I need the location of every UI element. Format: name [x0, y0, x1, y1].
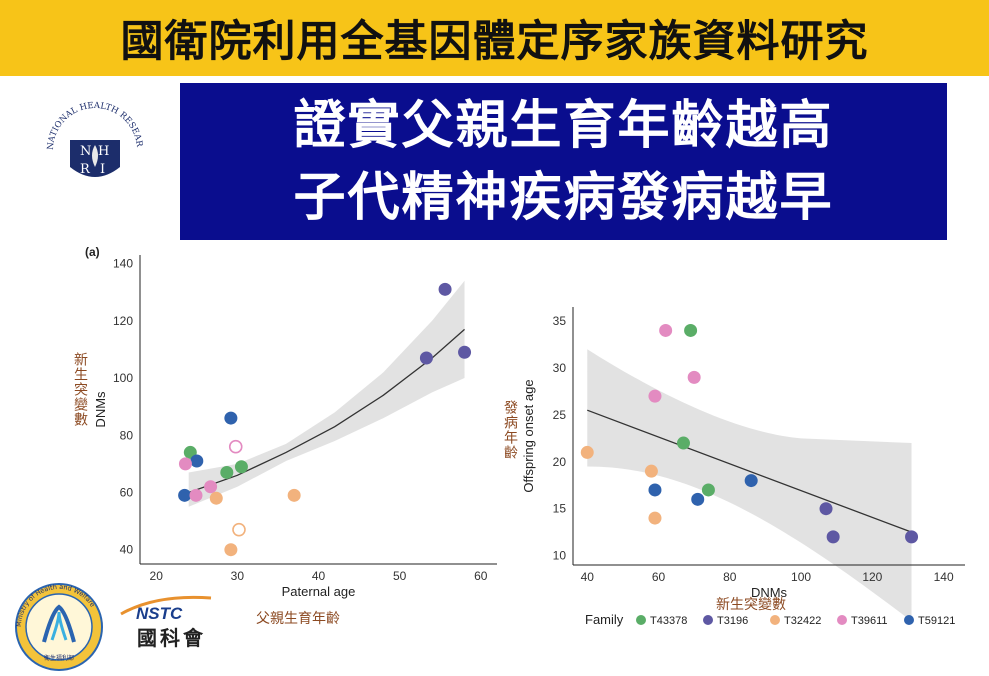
p2-point-T39611: [687, 370, 701, 384]
p1-x-tick: 30: [231, 569, 245, 583]
p1-point-T43378: [234, 460, 248, 474]
p2-point-T43378: [701, 483, 715, 497]
moh-zh-text: 衛生福利部: [44, 654, 74, 662]
p1-point-T59121: [190, 454, 204, 468]
p1-point-T3196: [419, 351, 433, 365]
p1-x-tick: 60: [474, 569, 488, 583]
p1-y-tick: 80: [120, 428, 134, 442]
p1-y-tick: 140: [113, 257, 133, 271]
legend-swatch-T43378: [636, 615, 646, 625]
nstc-wordmark: NSTC: [136, 604, 183, 623]
p2-y-tick: 25: [553, 408, 567, 422]
svg-text:N: N: [80, 144, 91, 159]
headline-line-1: 證實父親生育年齡越高: [293, 95, 834, 156]
legend-swatch-T3196: [703, 615, 713, 625]
p2-y-tick: 20: [553, 455, 567, 469]
p1-point-T32422: [224, 543, 238, 557]
p2-x-tick: 120: [862, 570, 882, 584]
legend-swatch-T59121: [904, 615, 914, 625]
p1-point-T39611: [204, 480, 218, 494]
svg-text:R: R: [80, 162, 91, 177]
p2-point-T39611: [659, 323, 673, 337]
nstc-zh-name: 國科會: [137, 626, 206, 650]
p1-point-T32422: [232, 522, 246, 537]
legend-label-T59121: T59121: [918, 615, 955, 627]
p1-x-axis-label: Paternal age: [282, 584, 356, 599]
p1-y-tick: 60: [120, 485, 134, 499]
p2-y-tick: 15: [553, 502, 567, 516]
banner-title: 國衛院利用全基因體定序家族資料研究: [120, 17, 869, 67]
title-banner: 國衛院利用全基因體定序家族資料研究: [0, 0, 989, 76]
p2-y-tick: 10: [553, 549, 567, 563]
p1-point-T3196: [438, 282, 452, 296]
nhri-logo: NATIONAL HEALTH RESEARCH INSTITUTES N H …: [40, 95, 144, 177]
p2-point-T3196: [905, 530, 919, 544]
p1-x-tick: 50: [393, 569, 407, 583]
headline-box: 證實父親生育年齡越高 子代精神疾病發病越早: [180, 83, 947, 240]
legend-label-T43378: T43378: [650, 615, 687, 627]
p1-point-T43378: [220, 465, 234, 479]
p2-point-T43378: [676, 436, 690, 450]
p2-point-T3196: [826, 530, 840, 544]
nstc-logo: NSTC: [120, 595, 212, 623]
right-y-zh-label: 發病年齡: [502, 400, 518, 460]
p2-x-tick: 100: [791, 570, 811, 584]
panel-label: (a): [85, 245, 100, 259]
p2-x-tick: 60: [652, 570, 666, 584]
p2-fit-line: [587, 409, 912, 533]
p2-point-T59121: [744, 474, 758, 488]
p1-y-tick: 40: [120, 543, 134, 557]
legend-swatch-T32422: [770, 615, 780, 625]
svg-text:H: H: [98, 144, 109, 159]
p2-x-axis-label: DNMs: [751, 585, 788, 600]
right-x-zh-label: 新生突變數: [716, 597, 786, 613]
p1-point-T39611: [178, 457, 192, 471]
moh-logo: Ministry of Health and Welfare 衛生福利部: [15, 583, 103, 671]
legend-label-T3196: T3196: [717, 615, 748, 627]
p1-y-tick: 100: [113, 371, 133, 385]
p1-point-T59121: [224, 411, 238, 425]
p2-point-T59121: [691, 492, 705, 506]
p1-y-tick: 120: [113, 314, 133, 328]
p2-point-T43378: [684, 323, 698, 337]
legend-label-T39611: T39611: [851, 615, 888, 627]
p1-point-T32422: [287, 488, 301, 502]
p1-point-T3196: [458, 345, 472, 359]
p2-point-T59121: [648, 483, 662, 497]
svg-text:I: I: [100, 162, 105, 177]
legend-title: Family: [585, 612, 624, 627]
legend-label-T32422: T32422: [784, 615, 821, 627]
p1-x-tick: 20: [150, 569, 164, 583]
p2-x-tick: 80: [723, 570, 737, 584]
p2-y-axis-label: Offspring onset age: [521, 379, 536, 492]
p1-point-T39611: [189, 488, 203, 502]
p1-point-T32422: [209, 491, 223, 505]
p2-point-T3196: [819, 502, 833, 516]
p2-point-T32422: [648, 511, 662, 525]
legend-swatch-T39611: [837, 615, 847, 625]
p2-x-tick: 140: [934, 570, 954, 584]
p1-point-T39611: [228, 439, 243, 454]
p1-x-tick: 40: [312, 569, 326, 583]
p2-point-T32422: [644, 464, 658, 478]
left-x-zh-label: 父親生育年齡: [256, 611, 340, 627]
p1-y-axis-label: DNMs: [93, 391, 108, 428]
p1-point-T59121: [178, 488, 192, 502]
p2-point-T32422: [580, 445, 594, 459]
p2-y-tick: 30: [553, 361, 567, 375]
headline-line-2: 子代精神疾病發病越早: [293, 167, 834, 228]
p2-point-T39611: [648, 389, 662, 403]
left-y-zh-label: 新生突變數: [72, 352, 88, 427]
p2-x-tick: 40: [581, 570, 595, 584]
p2-y-tick: 35: [553, 314, 567, 328]
